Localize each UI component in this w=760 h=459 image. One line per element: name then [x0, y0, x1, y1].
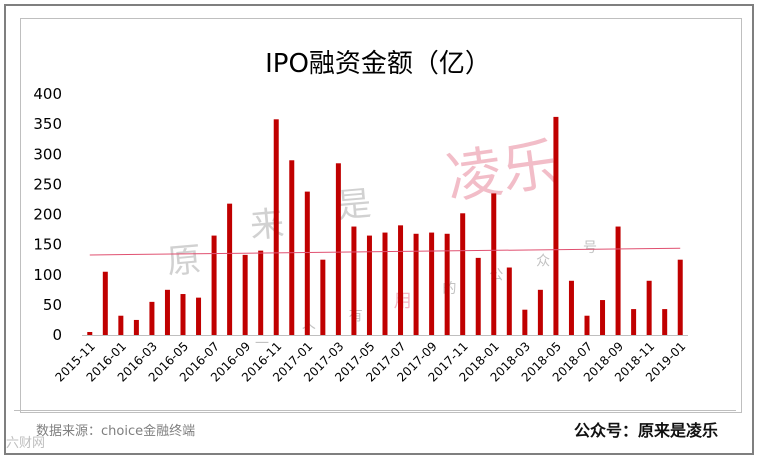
- bar: [180, 294, 186, 335]
- chart-title: IPO融资金额（亿）: [265, 49, 491, 79]
- watermark-char: 众: [536, 254, 550, 270]
- y-tick-label: 300: [33, 145, 62, 163]
- bar: [553, 116, 559, 336]
- bar: [211, 235, 217, 335]
- bar: [227, 203, 233, 335]
- bar: [289, 160, 295, 335]
- y-tick-label: 100: [33, 266, 62, 284]
- bar: [382, 232, 388, 335]
- bar: [506, 267, 512, 335]
- watermark-char: 号: [583, 240, 597, 256]
- trend-line: [89, 247, 681, 256]
- bar: [413, 233, 419, 335]
- y-tick-label: 250: [33, 175, 62, 193]
- bar: [398, 225, 404, 335]
- bar: [568, 280, 574, 335]
- bar: [320, 259, 326, 335]
- bar: [304, 191, 310, 335]
- bar: [537, 289, 543, 335]
- account-name: 公众号：原来是凌乐: [573, 421, 718, 440]
- bar: [600, 300, 606, 335]
- bar: [149, 301, 155, 335]
- bar: [351, 226, 357, 335]
- bar: [491, 193, 497, 335]
- bar: [118, 315, 124, 335]
- watermark-char: 一: [255, 336, 269, 352]
- x-axis-ticks: 2015-112016-012016-032016-052016-072016-…: [53, 339, 689, 384]
- chart-frame: [4, 4, 754, 455]
- source-note: 数据来源：choice金融终端: [36, 424, 196, 439]
- watermark-layer: 凌乐原来是一个有用的公众号: [165, 132, 597, 352]
- y-tick-label: 150: [33, 236, 62, 254]
- y-tick-label: 200: [33, 206, 62, 224]
- bar: [196, 297, 202, 335]
- bar: [273, 119, 279, 336]
- watermark-text: 来: [248, 204, 285, 247]
- bar: [258, 250, 264, 335]
- y-tick-label: 0: [52, 326, 62, 344]
- y-tick-label: 400: [33, 85, 62, 103]
- bar: [460, 213, 466, 335]
- bar: [631, 309, 637, 335]
- chart-inner-border: [20, 18, 742, 413]
- bar: [677, 259, 683, 335]
- watermark-text: 是: [335, 184, 372, 227]
- footer-divider: [14, 410, 736, 411]
- y-axis-ticks: 0 50 100 150 200 250 300 350 400: [33, 85, 62, 344]
- bar: [522, 309, 528, 335]
- bar: [133, 319, 139, 335]
- bar: [102, 271, 108, 335]
- watermark-text: 凌乐: [442, 132, 562, 212]
- bar: [335, 163, 341, 335]
- bar: [164, 289, 170, 335]
- bars: [87, 116, 683, 336]
- bar: [662, 309, 668, 335]
- y-tick-label: 350: [33, 115, 62, 133]
- bar: [444, 233, 450, 335]
- bar: [429, 232, 435, 335]
- bar: [366, 235, 372, 335]
- watermark-text: 原: [165, 240, 202, 283]
- bar: [87, 331, 93, 335]
- bar: [242, 254, 248, 335]
- bar: [584, 315, 590, 335]
- bar: [475, 257, 481, 335]
- site-watermark: 六财网: [6, 436, 46, 451]
- bar: [615, 226, 621, 335]
- y-tick-label: 50: [43, 296, 62, 314]
- bar: [646, 280, 652, 335]
